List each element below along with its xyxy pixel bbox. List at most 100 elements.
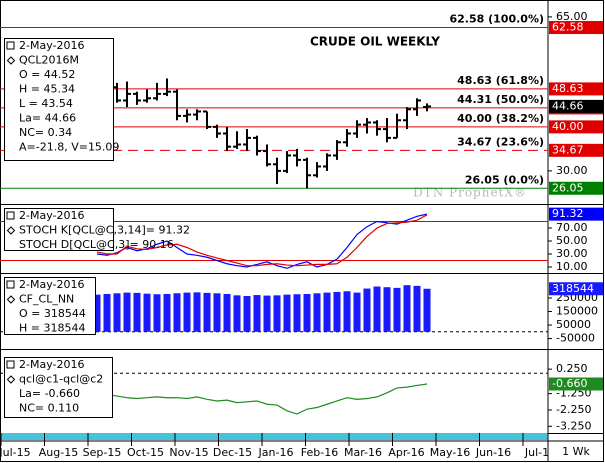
bar	[93, 294, 101, 332]
level-box	[549, 143, 603, 157]
bar	[403, 285, 411, 332]
legend-text: H = 318544	[19, 322, 85, 335]
legend-icon	[6, 211, 15, 220]
value-box	[549, 377, 603, 391]
legend-text: CF_CL_NN	[19, 293, 74, 306]
x-tick-label: May-16	[430, 446, 471, 459]
x-tick-label: Sep-15	[83, 446, 122, 459]
x-tick-label: Nov-15	[169, 446, 208, 459]
bar	[133, 292, 141, 332]
bar	[253, 295, 261, 332]
bar	[223, 293, 231, 332]
level-label: 44.31 (50.0%)	[457, 93, 544, 106]
bar	[363, 288, 371, 332]
legend-text: qcl@c1-qcl@c2	[19, 373, 103, 386]
x-tick-label: Jan-16	[258, 446, 294, 459]
legend-text: A=-21.8, V=15.09	[19, 141, 119, 154]
bar	[333, 291, 341, 332]
value-box-label: 318544	[552, 282, 594, 295]
value-box-label: -0.660	[552, 377, 587, 390]
bar	[293, 294, 301, 332]
x-tick-label: Jul-15	[0, 446, 31, 459]
level-box	[549, 181, 603, 195]
x-tick-label: Mar-16	[344, 446, 382, 459]
x-tick-label: Oct-15	[127, 446, 164, 459]
legend-diamond	[6, 375, 16, 384]
y-tick-label: 50000	[556, 318, 591, 331]
time-strip	[1, 433, 548, 440]
bar	[233, 295, 241, 332]
y-tick-label: 0.250	[556, 362, 588, 375]
legend-text: La= 44.66	[19, 112, 76, 125]
bar	[323, 292, 331, 332]
legend-icon	[6, 360, 15, 369]
y-tick-label: -2.250	[556, 403, 591, 416]
y-tick-label: -3.250	[556, 419, 591, 432]
bar	[413, 285, 421, 332]
x-tick-label: Apr-16	[388, 446, 424, 459]
y-tick-label: 70.00	[556, 221, 588, 234]
bar	[113, 293, 121, 332]
legend-text: 2-May-2016	[19, 209, 84, 222]
value-box	[549, 282, 603, 296]
bar	[193, 292, 201, 332]
level-box	[549, 120, 603, 134]
x-tick-label: Feb-16	[301, 446, 338, 459]
legend-box	[4, 208, 114, 251]
legend-text: O = 44.52	[19, 68, 75, 81]
legend-text: 2-May-2016	[19, 39, 84, 52]
bar	[153, 294, 161, 332]
y-tick-label: 150000	[556, 305, 598, 318]
legend-box	[4, 277, 96, 335]
bar	[243, 295, 251, 332]
legend-text: STOCH K[QCL@C,3,14]= 91.32	[19, 224, 190, 237]
watermark: DTN ProphetX®	[413, 186, 527, 200]
level-box-label: 48.63	[552, 82, 584, 95]
bar	[383, 287, 391, 332]
legend-icon	[6, 280, 15, 289]
level-box-label: 40.00	[552, 120, 584, 133]
y-tick-label: 50.00	[556, 234, 588, 247]
bar	[303, 293, 311, 332]
bar	[173, 293, 181, 332]
legend-text: NC= 0.34	[19, 126, 72, 139]
legend-box	[4, 357, 113, 418]
legend-text: 2-May-2016	[19, 358, 84, 371]
level-label: 34.67 (23.6%)	[457, 135, 544, 148]
legend-text: O = 318544	[19, 307, 86, 320]
interval-label: 1 Wk	[562, 445, 590, 458]
value-box	[549, 207, 603, 221]
bar	[353, 292, 361, 332]
value-box-label: 44.66	[552, 99, 584, 112]
level-box-label: 26.05	[552, 181, 584, 194]
level-box	[549, 82, 603, 96]
bar	[373, 286, 381, 332]
legend-text: H = 45.34	[19, 83, 75, 96]
bar	[123, 292, 131, 332]
level-label: 48.63 (61.8%)	[457, 74, 544, 87]
bar	[263, 295, 271, 332]
x-tick-label: Jul-1	[524, 446, 549, 459]
bar	[183, 292, 191, 332]
value-box-label: 91.32	[552, 207, 584, 220]
series-line	[96, 214, 428, 267]
legend-box	[4, 38, 114, 161]
y-tick-label: -50000	[556, 332, 595, 345]
x-tick-label: Aug-15	[39, 446, 78, 459]
bar	[163, 293, 171, 332]
chart-title: CRUDE OIL WEEKLY	[310, 35, 440, 49]
bar	[143, 293, 151, 332]
legend-text: NC= 0.110	[19, 402, 79, 415]
x-tick-label: Dec-15	[213, 446, 252, 459]
y-tick-label: 10.00	[556, 260, 588, 273]
bar	[273, 295, 281, 332]
level-box-label: 34.67	[552, 143, 584, 156]
legend-text: QCL2016M	[19, 54, 79, 67]
level-box	[549, 21, 603, 35]
y-tick-label: 65.00	[556, 10, 588, 23]
bar	[393, 287, 401, 332]
bar	[423, 288, 431, 332]
legend-text: La= -0.660	[19, 387, 80, 400]
level-label: 26.05 (0.0%)	[465, 173, 544, 186]
